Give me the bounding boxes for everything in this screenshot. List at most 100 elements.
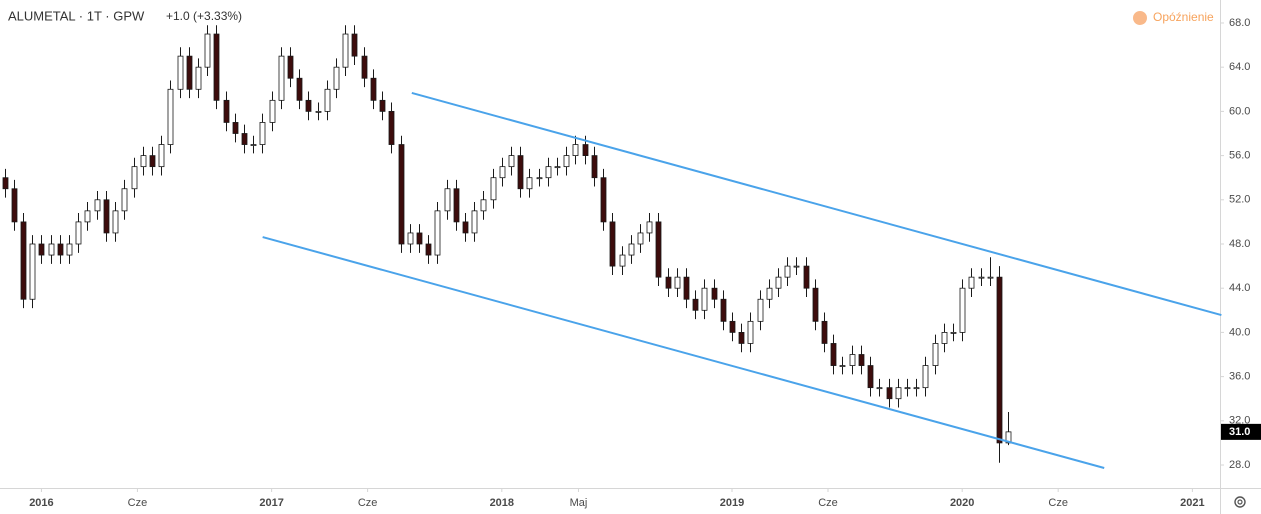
y-tick-label: 64.0 bbox=[1229, 61, 1250, 73]
candle-body bbox=[849, 354, 856, 366]
candle-body bbox=[941, 332, 948, 344]
candle-body bbox=[609, 221, 616, 267]
candle-body bbox=[158, 144, 165, 168]
candle-body bbox=[269, 99, 276, 123]
last-price-label: 31.0 bbox=[1229, 426, 1250, 438]
candle-body bbox=[434, 210, 441, 256]
candle-body bbox=[250, 144, 257, 146]
y-tick-label: 68.0 bbox=[1229, 17, 1250, 29]
candle-body bbox=[858, 354, 865, 366]
channel-line bbox=[262, 236, 1105, 469]
candle-body bbox=[536, 177, 543, 180]
candle-body bbox=[922, 365, 929, 389]
last-price-box bbox=[1221, 423, 1261, 440]
gear-hub bbox=[1237, 499, 1243, 505]
candle-body bbox=[20, 221, 27, 300]
candle-body bbox=[75, 221, 82, 245]
candle-body bbox=[11, 188, 18, 223]
candle-body bbox=[582, 144, 589, 156]
candle-body bbox=[57, 243, 64, 256]
candle-body bbox=[324, 88, 331, 112]
candle-body bbox=[453, 188, 460, 223]
candle-body bbox=[526, 177, 533, 190]
candle-body bbox=[600, 177, 607, 223]
candle-body bbox=[793, 265, 800, 268]
candle-body bbox=[444, 188, 451, 212]
candle-body bbox=[619, 254, 626, 267]
candle-body bbox=[591, 155, 598, 179]
candle-body bbox=[29, 243, 36, 300]
chart-title: ALUMETAL · 1T · GPW bbox=[8, 8, 145, 23]
status-label[interactable]: Opóźnienie bbox=[1153, 10, 1214, 24]
y-tick-label: 60.0 bbox=[1229, 105, 1250, 117]
candle-body bbox=[471, 210, 478, 234]
candle-body bbox=[757, 298, 764, 322]
candle-body bbox=[351, 33, 358, 57]
y-tick-label: 56.0 bbox=[1229, 150, 1250, 162]
candle-body bbox=[140, 155, 147, 168]
candle-body bbox=[315, 110, 322, 113]
candle-body bbox=[361, 55, 368, 79]
candle-body bbox=[978, 276, 985, 279]
candle-body bbox=[646, 221, 653, 234]
settings-icon[interactable] bbox=[1234, 496, 1246, 508]
candle-body bbox=[38, 243, 45, 256]
candle-body bbox=[186, 55, 193, 90]
candle-body bbox=[803, 265, 810, 289]
y-tick-label: 40.0 bbox=[1229, 326, 1250, 338]
x-tick-label: 2019 bbox=[720, 497, 744, 509]
candle-body bbox=[729, 320, 736, 333]
candle-body bbox=[278, 55, 285, 101]
candle-body bbox=[692, 298, 699, 311]
candle-body bbox=[296, 77, 303, 101]
candle-body bbox=[213, 33, 220, 101]
candle-body bbox=[572, 144, 579, 156]
candle-body bbox=[711, 287, 718, 300]
candle-body bbox=[416, 232, 423, 245]
candle-body bbox=[968, 276, 975, 289]
candle-body bbox=[701, 287, 708, 311]
x-tick-label: 2017 bbox=[259, 497, 283, 509]
candle-body bbox=[830, 343, 837, 366]
candle-body bbox=[379, 99, 386, 112]
x-tick-label: Cze bbox=[1048, 497, 1068, 509]
x-tick-label: Cze bbox=[818, 497, 838, 509]
candle-body bbox=[2, 177, 9, 190]
candle-body bbox=[398, 144, 405, 245]
candle-body bbox=[876, 387, 883, 390]
candle-body bbox=[223, 99, 230, 123]
candle-body bbox=[517, 155, 524, 190]
candle-body bbox=[1005, 431, 1012, 444]
candle-body bbox=[950, 332, 957, 334]
candle-body bbox=[766, 287, 773, 300]
candle-body bbox=[867, 365, 874, 389]
candle-body bbox=[103, 199, 110, 234]
candle-body bbox=[204, 33, 211, 68]
candle-body bbox=[370, 77, 377, 101]
candle-body bbox=[287, 55, 294, 79]
candle-body bbox=[812, 287, 819, 322]
candle-body bbox=[342, 33, 349, 68]
candle-body bbox=[996, 276, 1003, 444]
candle-body bbox=[66, 243, 73, 256]
plot bbox=[2, 25, 1012, 463]
candle-body bbox=[683, 276, 690, 300]
price-change: +1.0 (+3.33%) bbox=[166, 9, 242, 23]
candle-body bbox=[121, 188, 128, 212]
candle-body bbox=[462, 221, 469, 234]
candle-body bbox=[932, 343, 939, 366]
x-tick-label: 2020 bbox=[950, 497, 974, 509]
candle-body bbox=[490, 177, 497, 201]
x-tick-label: 2018 bbox=[490, 497, 514, 509]
candle-body bbox=[720, 298, 727, 322]
channel-line bbox=[411, 91, 1222, 317]
candle-body bbox=[48, 243, 55, 256]
candle-body bbox=[112, 210, 119, 234]
y-tick-label: 32.0 bbox=[1229, 415, 1250, 427]
candle-body bbox=[821, 320, 828, 344]
candle-body bbox=[499, 166, 506, 179]
y-tick-label: 52.0 bbox=[1229, 194, 1250, 206]
candle-body bbox=[959, 287, 966, 333]
candle-body bbox=[425, 243, 432, 256]
